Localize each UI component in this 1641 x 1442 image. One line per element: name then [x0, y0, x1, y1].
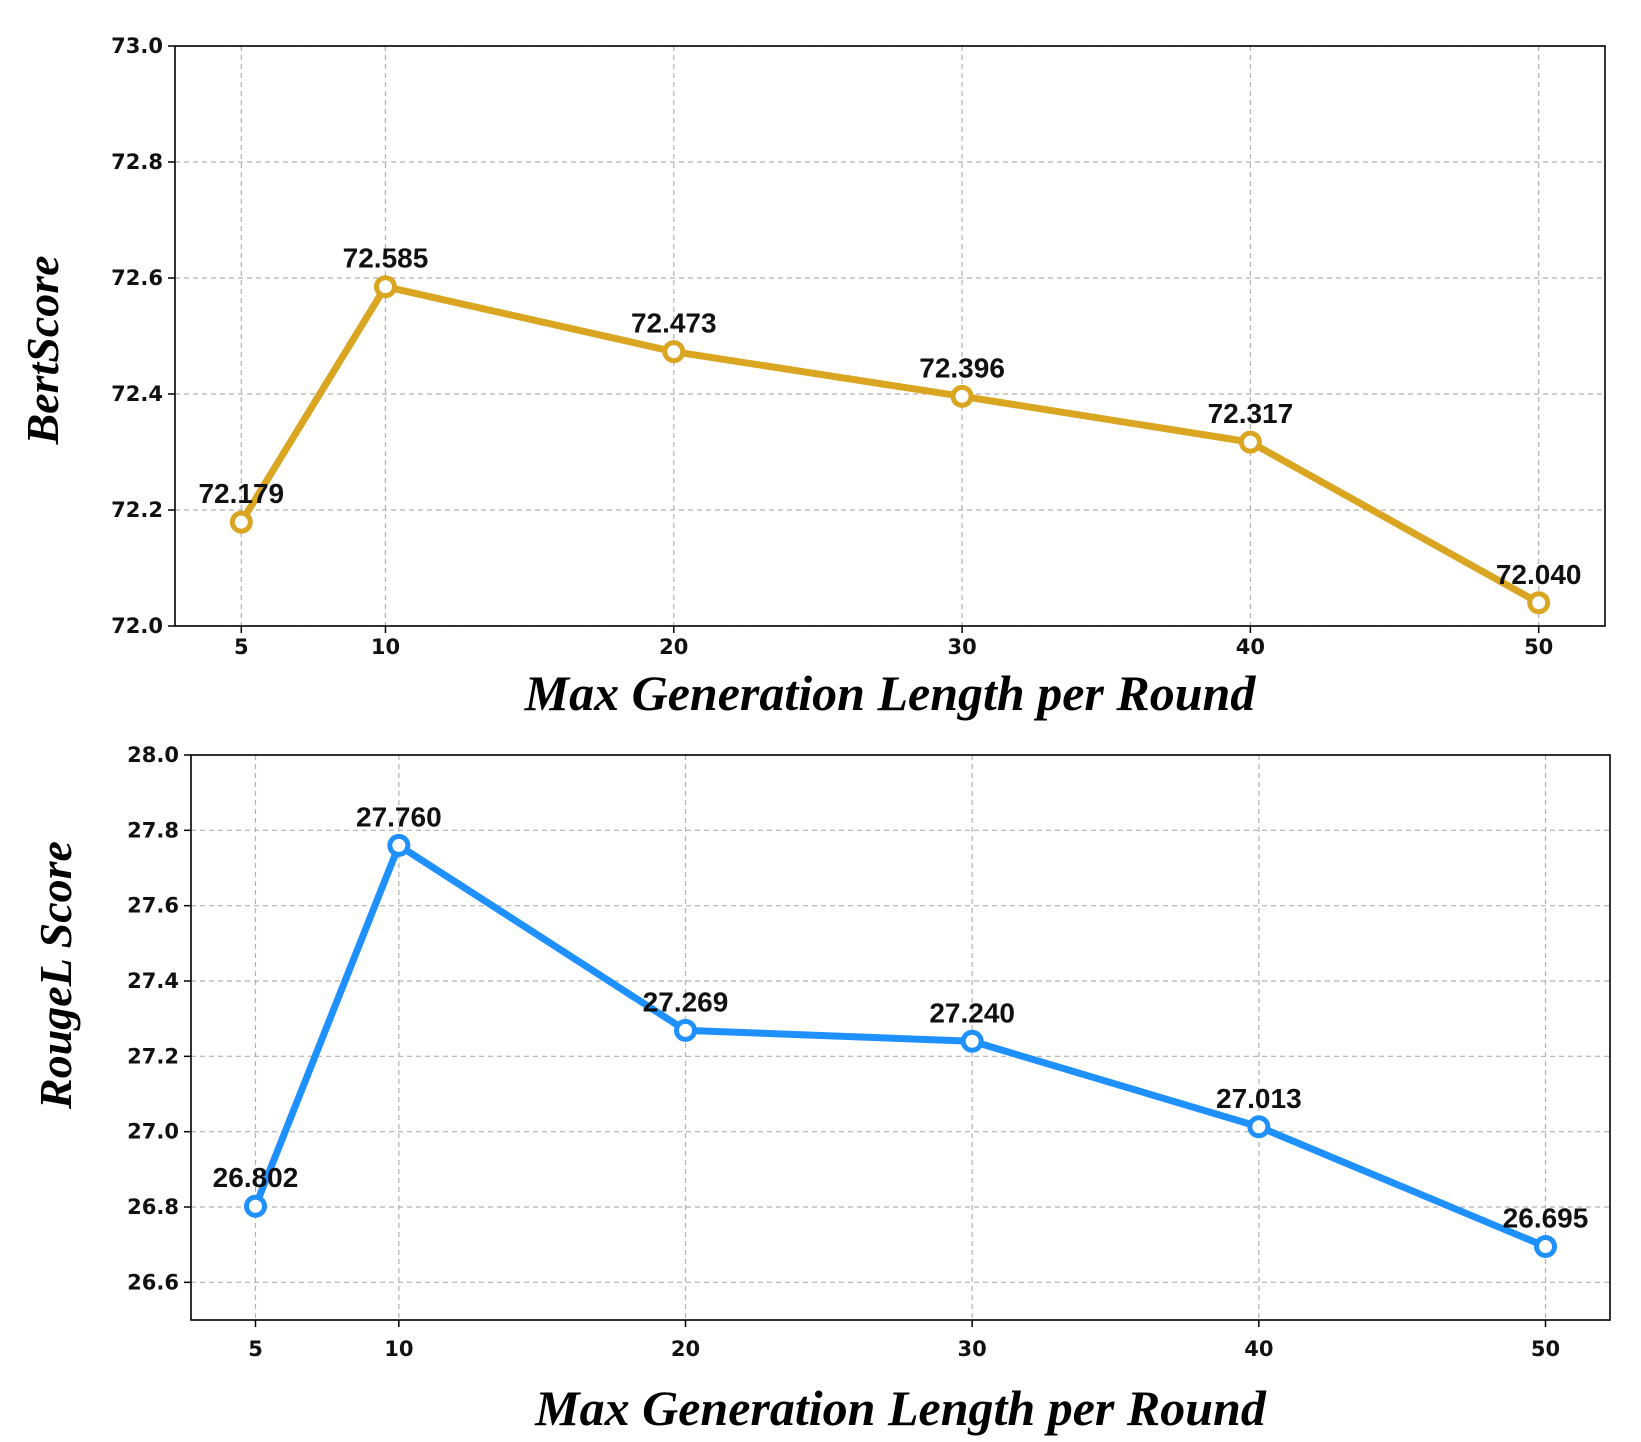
data-label: 27.240 — [929, 997, 1015, 1028]
data-label: 72.179 — [198, 478, 284, 509]
data-label: 26.695 — [1503, 1203, 1589, 1234]
y-axis-title: RougeL Score — [30, 841, 81, 1110]
x-tick-label: 10 — [371, 635, 400, 659]
x-tick-label: 10 — [384, 1337, 413, 1361]
data-point — [1247, 1115, 1271, 1139]
x-tick-label: 5 — [234, 635, 249, 659]
plot-frame — [190, 754, 1611, 1321]
bertscore-chart: 72.0 72.2 72.4 72.6 72.8 73.0 5 10 20 30 40 50 Max G… — [17, 34, 1606, 721]
y-tick-label: 72.2 — [111, 498, 163, 522]
y-axis-title: BertScore — [17, 255, 68, 445]
x-tick-label: 50 — [1531, 1337, 1560, 1361]
x-axis-title: Max Generation Length per Round — [524, 665, 1257, 721]
x-tick-label: 20 — [659, 635, 688, 659]
rougel-chart: 26.6 26.8 27.0 27.2 27.4 27.6 27.8 28.0 5 10 20 30 4… — [30, 743, 1611, 1436]
x-tick-label: 40 — [1236, 635, 1265, 659]
y-tick-label: 72.6 — [111, 266, 163, 290]
data-label: 26.802 — [213, 1162, 299, 1193]
y-tick-label: 26.8 — [127, 1195, 179, 1219]
data-label: 72.473 — [631, 308, 717, 339]
y-tick-label: 27.4 — [127, 969, 179, 993]
x-tick-label: 30 — [947, 635, 976, 659]
data-point — [373, 275, 397, 299]
y-tick-label: 27.2 — [127, 1044, 179, 1068]
data-point — [960, 1029, 984, 1053]
data-point — [674, 1018, 697, 1042]
data-point — [387, 833, 411, 857]
data-label: 72.317 — [1208, 398, 1294, 429]
series-line — [237, 283, 1543, 607]
series-line — [252, 841, 1549, 1251]
data-point — [950, 384, 974, 408]
data-point — [244, 1194, 267, 1218]
x-tick-label: 30 — [958, 1337, 987, 1361]
data-label: 27.013 — [1216, 1083, 1302, 1114]
x-tick-label: 50 — [1524, 635, 1553, 659]
plot-frame — [174, 45, 1606, 627]
data-point — [229, 510, 253, 534]
y-tick-label: 72.0 — [111, 614, 163, 638]
y-tick-label: 27.6 — [127, 894, 179, 918]
y-tick-label: 27.8 — [127, 818, 179, 842]
x-tick-label: 40 — [1244, 1337, 1273, 1361]
y-tick-label: 27.0 — [127, 1120, 179, 1144]
data-label: 72.585 — [343, 243, 429, 274]
y-tick-label: 26.6 — [127, 1270, 179, 1294]
y-tick-label: 72.4 — [111, 382, 163, 406]
data-point — [1238, 430, 1262, 454]
y-tick-label: 72.8 — [111, 150, 163, 174]
x-tick-label: 5 — [248, 1337, 263, 1361]
data-label: 27.269 — [643, 986, 729, 1017]
data-label: 27.760 — [356, 801, 442, 832]
data-label: 72.396 — [919, 352, 1005, 383]
y-tick-label: 28.0 — [127, 743, 179, 767]
x-axis-title: Max Generation Length per Round — [534, 1380, 1267, 1436]
data-point — [662, 340, 686, 364]
data-label: 72.040 — [1496, 559, 1582, 590]
data-point — [1534, 1235, 1557, 1259]
data-point — [1527, 591, 1551, 615]
x-tick-label: 20 — [671, 1337, 700, 1361]
y-tick-label: 73.0 — [111, 34, 163, 58]
